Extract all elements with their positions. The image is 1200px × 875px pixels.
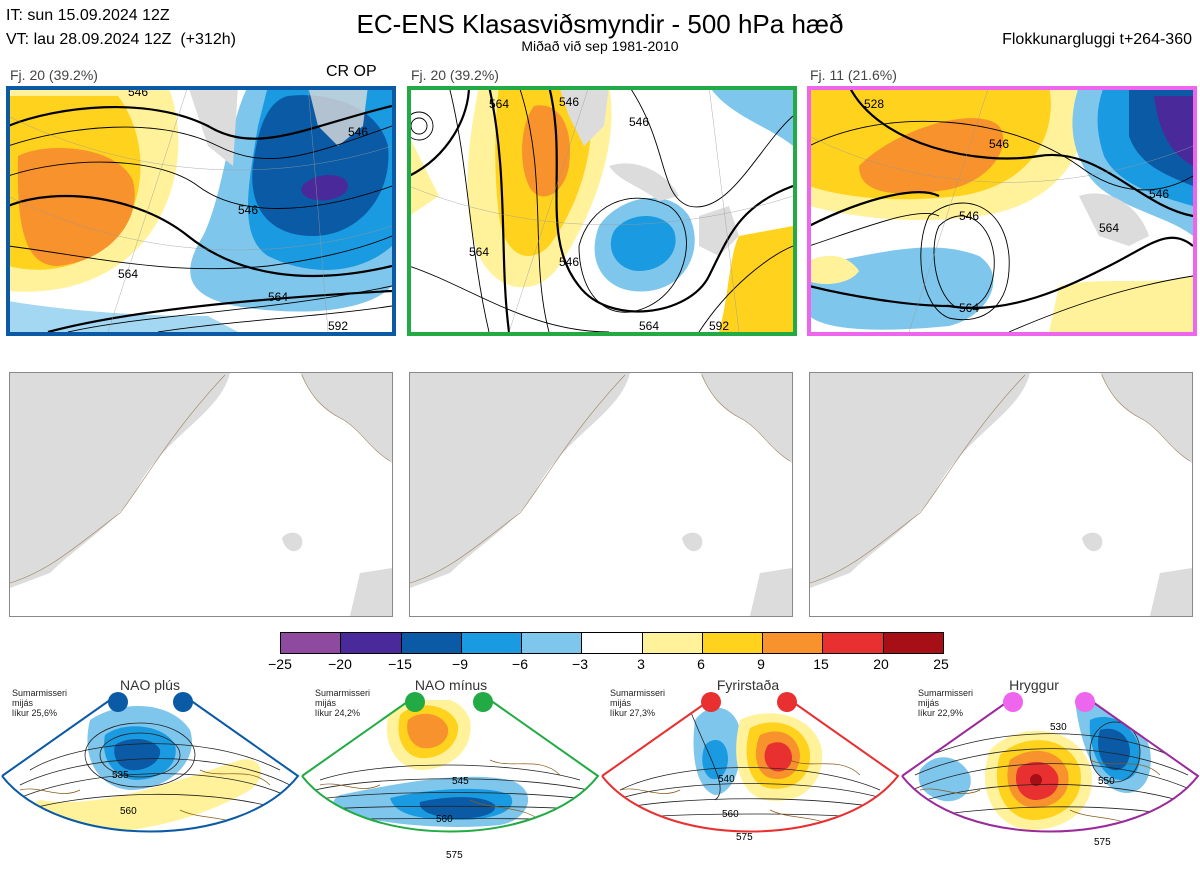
contour-label: 564 xyxy=(469,245,489,259)
colorbar-swatch xyxy=(522,633,583,653)
regime-4-map[interactable]: 530 550 575 xyxy=(900,690,1200,870)
contour-label: 575 xyxy=(1094,837,1111,848)
contour-label: 575 xyxy=(736,832,753,843)
colorbar-tick: −3 xyxy=(572,656,588,672)
regime-4-marker xyxy=(1075,692,1095,712)
contour-label: 535 xyxy=(112,770,129,781)
regime-3-name: Fyrirstaða xyxy=(716,677,780,693)
colorbar-swatch xyxy=(702,633,764,653)
colorbar-swatch xyxy=(763,633,824,653)
regime-3-map[interactable]: 540 560 575 xyxy=(600,690,900,870)
classification-window: Flokkunargluggi t+264-360 xyxy=(1002,31,1192,48)
contour-label: 564 xyxy=(268,290,288,304)
regime-1-name: NAO plús xyxy=(120,677,180,693)
cluster-3-label: Fj. 11 (21.6%) xyxy=(810,67,897,83)
colorbar-tick: 15 xyxy=(813,656,829,672)
regime-2-name: NAO mínus xyxy=(414,677,488,693)
colorbar-tick: −20 xyxy=(328,656,352,672)
regime-1-marker xyxy=(108,692,128,712)
regime-2-map[interactable]: 545 560 575 xyxy=(300,690,600,870)
colorbar-tick: 20 xyxy=(873,656,889,672)
cluster-3-map[interactable]: 528 546 546 564 546 564 xyxy=(809,86,1193,332)
contour-label: 564 xyxy=(959,301,979,315)
colorbar-tick: −9 xyxy=(452,656,468,672)
colorbar-tick: −6 xyxy=(512,656,528,672)
contour-label: 592 xyxy=(328,319,348,332)
contour-label: 528 xyxy=(864,97,884,111)
regime-2-marker xyxy=(405,692,425,712)
contour-label: 546 xyxy=(989,137,1009,151)
basemap-3 xyxy=(809,372,1193,617)
basemap-2 xyxy=(409,372,793,617)
initial-time: IT: sun 15.09.2024 12Z xyxy=(6,7,170,24)
regime-4-marker xyxy=(1003,692,1023,712)
colorbar-swatch xyxy=(582,633,643,653)
colorbar-tick: 9 xyxy=(757,656,765,672)
contour-label: 545 xyxy=(452,776,469,787)
cluster-2-map[interactable]: 564 546 546 564 546 564 592 xyxy=(409,86,793,332)
contour-label: 546 xyxy=(959,209,979,223)
regime-3-info: Sumarmisseri mijás líkur 27,3% xyxy=(610,688,666,718)
colorbar-swatch xyxy=(883,633,943,653)
regime-2-info: Sumarmisseri mijás líkur 24,2% xyxy=(315,688,371,718)
colorbar-swatch xyxy=(823,633,884,653)
contour-label: 575 xyxy=(446,850,463,861)
regime-4-name: Hryggur xyxy=(1009,677,1059,693)
colorbar-tick: 3 xyxy=(637,656,645,672)
regime-3-marker xyxy=(701,692,721,712)
cluster-1-frame xyxy=(6,86,396,336)
colorbar-swatch xyxy=(281,633,342,653)
colorbar-swatch xyxy=(642,633,703,653)
contour-label: 550 xyxy=(1098,776,1115,787)
regime-3-marker xyxy=(777,692,797,712)
contour-label: 560 xyxy=(722,809,739,820)
contour-label: 564 xyxy=(118,267,138,281)
colorbar-tick: −15 xyxy=(388,656,412,672)
cluster-2-label: Fj. 20 (39.2%) xyxy=(411,67,499,83)
contour-label: 546 xyxy=(348,125,368,139)
cluster-1-tag: CR OP xyxy=(326,63,377,80)
cluster-2-frame xyxy=(407,86,797,336)
colorbar-swatch xyxy=(341,633,402,653)
contour-label: 546 xyxy=(238,203,258,217)
regime-2-marker xyxy=(473,692,493,712)
contour-label: 546 xyxy=(559,95,579,109)
contour-label: 564 xyxy=(489,97,509,111)
colorbar-swatch xyxy=(401,633,462,653)
contour-label: 530 xyxy=(1050,722,1067,733)
contour-label: 592 xyxy=(709,319,729,332)
colorbar-tick: 25 xyxy=(933,656,949,672)
regime-4-info: Sumarmisseri mijás líkur 22,9% xyxy=(918,688,974,718)
contour-label: 560 xyxy=(120,806,137,817)
cluster-1-map[interactable]: 546 564 546 546 564 592 xyxy=(8,86,392,332)
contour-label: 560 xyxy=(436,814,453,825)
colorbar-swatch xyxy=(461,633,523,653)
contour-label: 540 xyxy=(718,774,735,785)
contour-label: 546 xyxy=(629,115,649,129)
colorbar xyxy=(280,632,944,654)
contour-label: 546 xyxy=(1149,187,1169,201)
cluster-3-frame xyxy=(807,86,1197,336)
page-subtitle: Miðað við sep 1981-2010 xyxy=(521,38,679,54)
contour-label: 546 xyxy=(559,255,579,269)
basemap-1 xyxy=(9,372,393,617)
contour-label: 564 xyxy=(639,319,659,332)
colorbar-tick: −25 xyxy=(268,656,292,672)
regime-1-info: Sumarmisseri mijás líkur 25,6% xyxy=(12,688,68,718)
regime-1-marker xyxy=(173,692,193,712)
regime-1-map[interactable]: 535 560 xyxy=(0,690,300,870)
page-title: EC-ENS Klasasviðsmyndir - 500 hPa hæð xyxy=(356,9,844,39)
colorbar-tick: 6 xyxy=(697,656,705,672)
valid-time: VT: lau 28.09.2024 12Z (+312h) xyxy=(6,31,236,48)
cluster-1-label: Fj. 20 (39.2%) xyxy=(10,67,98,83)
contour-label: 564 xyxy=(1099,221,1119,235)
